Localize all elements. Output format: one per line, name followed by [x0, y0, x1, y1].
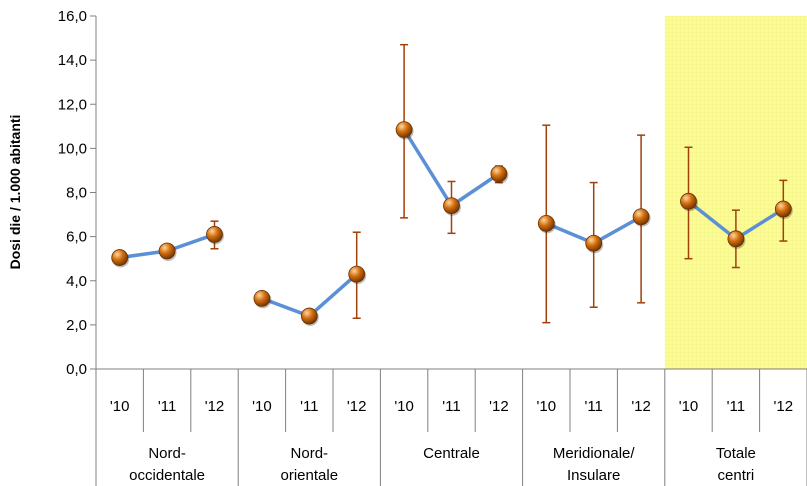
y-tick-label: 4,0	[66, 273, 87, 290]
label-layer: Dosi die / 1.000 abitanti '10 '11 '12 Nord-…	[7, 115, 793, 484]
x-year-label: '11	[727, 398, 745, 415]
x-year-label: '11	[584, 398, 602, 415]
x-group-label: Meridionale/	[553, 445, 636, 462]
data-point	[253, 289, 271, 307]
y-tick-label: 14,0	[58, 52, 87, 69]
data-point	[537, 214, 555, 232]
y-tick-label: 16,0	[58, 8, 87, 25]
data-point	[774, 200, 792, 218]
y-tick-label: 12,0	[58, 96, 87, 113]
data-point	[206, 226, 223, 243]
x-year-label: '12	[631, 398, 651, 415]
data-point	[632, 208, 650, 226]
x-group-label: Totale	[716, 445, 756, 462]
x-year-label: '10	[394, 398, 414, 415]
x-group-label: Centrale	[423, 445, 480, 462]
data-point	[158, 242, 176, 260]
x-group-label: Insulare	[567, 467, 620, 484]
data-point	[490, 165, 508, 183]
y-tick-label: 2,0	[66, 317, 87, 334]
x-year-label: '11	[300, 398, 318, 415]
y-tick-label: 6,0	[66, 229, 87, 246]
x-year-label: '11	[158, 398, 176, 415]
x-year-label: '11	[442, 398, 460, 415]
x-group-label: occidentale	[129, 467, 205, 484]
x-year-label: '10	[110, 398, 130, 415]
data-point	[111, 249, 129, 266]
x-year-label: '12	[774, 398, 794, 415]
data-point	[727, 230, 745, 248]
x-group-label: centri	[718, 467, 755, 484]
y-axis-label: Dosi die / 1.000 abitanti	[7, 115, 23, 270]
y-tick-label: 8,0	[66, 185, 87, 202]
data-point	[443, 197, 460, 215]
axis-layer: 0,0 2,0 4,0 6,0 8,0 10,0 12,0 14,0 16,0	[58, 8, 807, 486]
x-group-label: Nord-	[148, 445, 186, 462]
data-point	[348, 265, 366, 283]
y-tick-label: 10,0	[58, 140, 87, 157]
x-year-label: '12	[347, 398, 367, 415]
x-group-label: orientale	[281, 467, 339, 484]
x-group-label: Nord-	[291, 445, 329, 462]
y-tick-label: 0,0	[66, 361, 87, 378]
x-year-label: '12	[489, 398, 509, 415]
data-point	[680, 192, 697, 210]
x-year-label: '10	[537, 398, 557, 415]
data-point	[300, 307, 318, 325]
highlight-layer	[664, 16, 807, 369]
data-point	[395, 121, 413, 139]
data-point	[585, 234, 603, 252]
x-year-label: '10	[679, 398, 699, 415]
x-year-label: '10	[252, 398, 272, 415]
x-year-label: '12	[205, 398, 225, 415]
highlight-band	[664, 16, 807, 369]
marker-layer	[111, 121, 793, 327]
